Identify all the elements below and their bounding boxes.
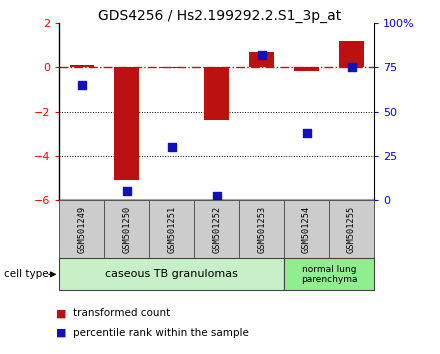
- Bar: [284, 200, 329, 258]
- Bar: [194, 200, 239, 258]
- Point: [303, 130, 310, 136]
- Text: GSM501252: GSM501252: [212, 206, 221, 253]
- Text: GSM501250: GSM501250: [122, 206, 131, 253]
- Bar: [159, 67, 184, 68]
- Text: ■: ■: [56, 328, 67, 338]
- Point: [168, 144, 175, 150]
- Bar: [59, 200, 104, 258]
- Bar: [59, 258, 284, 290]
- Bar: [249, 52, 274, 67]
- Bar: [294, 67, 319, 71]
- Text: GSM501253: GSM501253: [257, 206, 266, 253]
- Text: transformed count: transformed count: [73, 308, 170, 318]
- Bar: [114, 67, 139, 180]
- Text: GDS4256 / Hs2.199292.2.S1_3p_at: GDS4256 / Hs2.199292.2.S1_3p_at: [99, 9, 341, 23]
- Text: caseous TB granulomas: caseous TB granulomas: [105, 269, 238, 279]
- Bar: [329, 200, 374, 258]
- Text: GSM501249: GSM501249: [77, 206, 86, 253]
- Bar: [70, 65, 94, 67]
- Text: GSM501255: GSM501255: [347, 206, 356, 253]
- Text: ■: ■: [56, 308, 67, 318]
- Text: cell type: cell type: [4, 269, 49, 279]
- Text: GSM501254: GSM501254: [302, 206, 311, 253]
- Point: [123, 188, 130, 194]
- Bar: [339, 41, 364, 67]
- Text: percentile rank within the sample: percentile rank within the sample: [73, 328, 249, 338]
- Bar: [149, 200, 194, 258]
- Point: [348, 64, 355, 70]
- Point: [213, 194, 220, 199]
- Bar: [239, 200, 284, 258]
- Text: GSM501251: GSM501251: [167, 206, 176, 253]
- Text: normal lung
parenchyma: normal lung parenchyma: [301, 265, 357, 284]
- Bar: [204, 67, 229, 120]
- Point: [78, 82, 85, 88]
- Bar: [104, 200, 149, 258]
- Point: [258, 52, 265, 58]
- Bar: [284, 258, 374, 290]
